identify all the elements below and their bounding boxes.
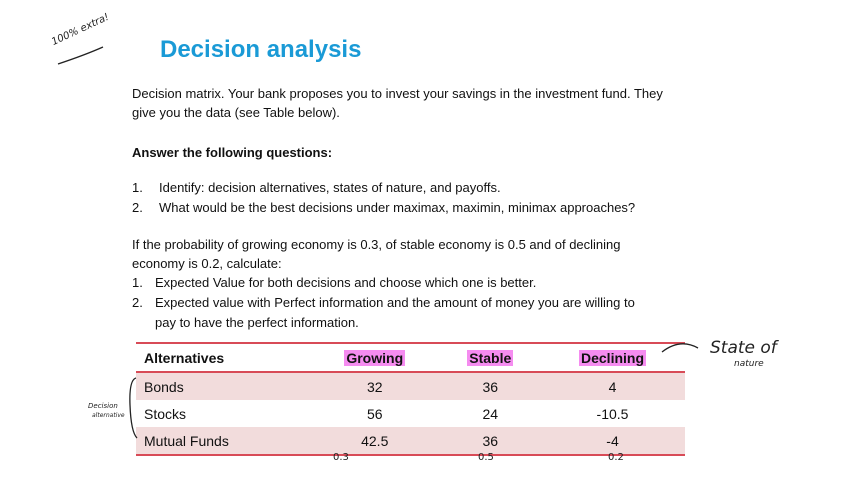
table-cell: Bonds <box>136 372 309 400</box>
highlighted-header: Growing <box>344 349 406 366</box>
page-title: Decision analysis <box>160 36 362 63</box>
header-growing: Growing <box>309 342 441 373</box>
probability-label: 0.2 <box>608 452 624 463</box>
table-cell: 56 <box>366 405 383 422</box>
handwritten-note-extra: 100% extra! <box>50 11 111 48</box>
header-declining: Declining <box>540 342 685 373</box>
list-item: 2. What would be the best decisions unde… <box>132 198 635 218</box>
list-text: What would be the best decisions under m… <box>159 200 636 215</box>
list-item: 1. Identify: decision alternatives, stat… <box>132 178 635 198</box>
intro-line-2: give you the data (see Table below). <box>132 105 340 120</box>
list-text: Expected Value for both decisions and ch… <box>155 275 537 290</box>
table-cell: -4 <box>540 427 685 456</box>
table-cell: 32 <box>309 372 441 400</box>
header-stable: Stable <box>440 342 541 373</box>
table-cell: 36 <box>440 372 541 400</box>
decision-matrix-table: Alternatives Growing Stable Declining Bo… <box>136 342 685 456</box>
calc-list: 1. Expected Value for both decisions and… <box>132 273 635 333</box>
list-number: 2. <box>132 200 143 215</box>
table-cell: 24 <box>482 405 499 422</box>
questions-list: 1. Identify: decision alternatives, stat… <box>132 178 635 218</box>
intro-text: Decision matrix. Your bank proposes you … <box>132 84 663 122</box>
list-number: 2. <box>132 295 143 310</box>
table-cell: Mutual Funds <box>136 427 309 456</box>
table-cell: 4 <box>540 372 685 400</box>
list-text: Identify: decision alternatives, states … <box>159 180 501 195</box>
handwritten-state-of-nature: State of <box>710 338 777 358</box>
probability-text: If the probability of growing economy is… <box>132 235 621 273</box>
probability-line-1: If the probability of growing economy is… <box>132 237 621 252</box>
handwritten-alternative: alternative <box>92 412 125 419</box>
header-alternatives: Alternatives <box>136 342 309 373</box>
list-item: 2. Expected value with Perfect informati… <box>132 293 635 313</box>
table-cell: 42.5 <box>309 427 441 456</box>
probability-label: 0.5 <box>478 452 494 463</box>
probability-line-2: economy is 0.2, calculate: <box>132 256 282 271</box>
handwritten-nature: nature <box>734 359 764 369</box>
table-row: Mutual Funds 42.5 36 -4 <box>136 427 685 456</box>
list-text: Expected value with Perfect information … <box>155 295 635 310</box>
questions-heading: Answer the following questions: <box>132 145 333 160</box>
list-item: pay to have the perfect information. <box>132 313 635 333</box>
table-row: Bonds 32 36 4 <box>136 372 685 400</box>
table-row: Stocks 56 24 -10.5 <box>136 400 685 427</box>
list-number-spacer <box>132 313 155 333</box>
table-cell: 36 <box>440 427 541 456</box>
list-number: 1. <box>132 180 143 195</box>
table-cell: Stocks <box>144 405 187 422</box>
handwritten-decision: Decision <box>88 402 118 410</box>
table-header-row: Alternatives Growing Stable Declining <box>136 342 685 373</box>
intro-line-1: Decision matrix. Your bank proposes you … <box>132 86 663 101</box>
highlighted-header: Stable <box>467 349 514 366</box>
list-number: 1. <box>132 275 143 290</box>
highlighted-header: Declining <box>579 349 647 366</box>
probability-label: 0.3 <box>333 452 349 463</box>
list-item: 1. Expected Value for both decisions and… <box>132 273 635 293</box>
underline-stroke-icon <box>57 46 104 65</box>
list-text: pay to have the perfect information. <box>155 315 359 330</box>
table-cell: -10.5 <box>596 405 629 422</box>
